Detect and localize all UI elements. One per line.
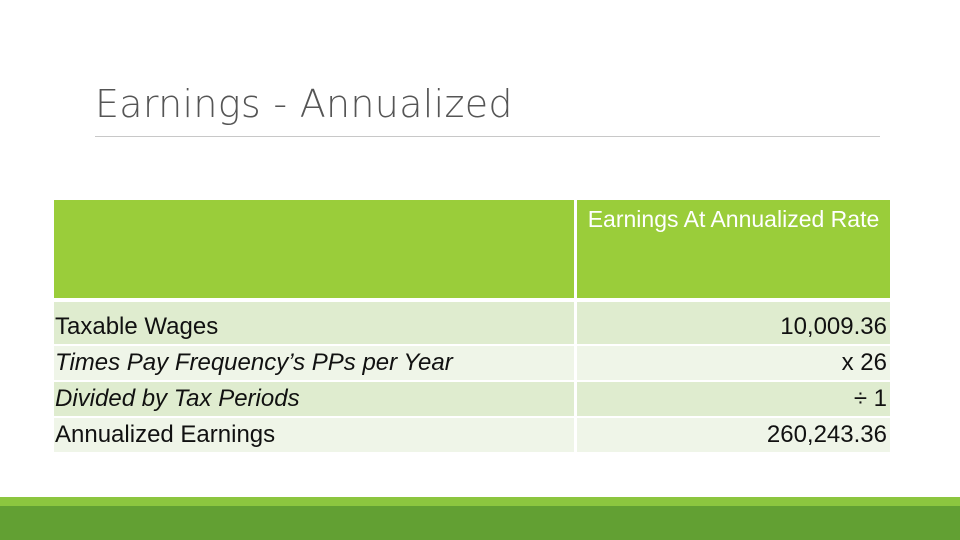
row-label: Taxable Wages: [54, 302, 574, 344]
row-label: Times Pay Frequency’s PPs per Year: [54, 346, 574, 380]
header-cell-earnings-annualized: Earnings At Annualized Rate: [577, 200, 890, 298]
earnings-table: Earnings At Annualized Rate Taxable Wage…: [54, 200, 890, 452]
row-label: Annualized Earnings: [54, 418, 574, 452]
table-row: Times Pay Frequency’s PPs per Year x 26: [54, 346, 890, 380]
footer-bar: [0, 506, 960, 540]
table-row: Taxable Wages 10,009.36: [54, 302, 890, 344]
row-label: Divided by Tax Periods: [54, 382, 574, 416]
table-row: Annualized Earnings 260,243.36: [54, 418, 890, 452]
footer-accent-bar: [0, 497, 960, 506]
header-cell-empty: [54, 200, 574, 298]
title-underline: [95, 136, 880, 137]
table-header-row: Earnings At Annualized Rate: [54, 200, 890, 298]
row-value: 10,009.36: [577, 302, 890, 344]
table-row: Divided by Tax Periods ÷ 1: [54, 382, 890, 416]
row-value: x 26: [577, 346, 890, 380]
slide-title: Earnings - Annualized: [95, 82, 513, 126]
row-value: 260,243.36: [577, 418, 890, 452]
row-value: ÷ 1: [577, 382, 890, 416]
